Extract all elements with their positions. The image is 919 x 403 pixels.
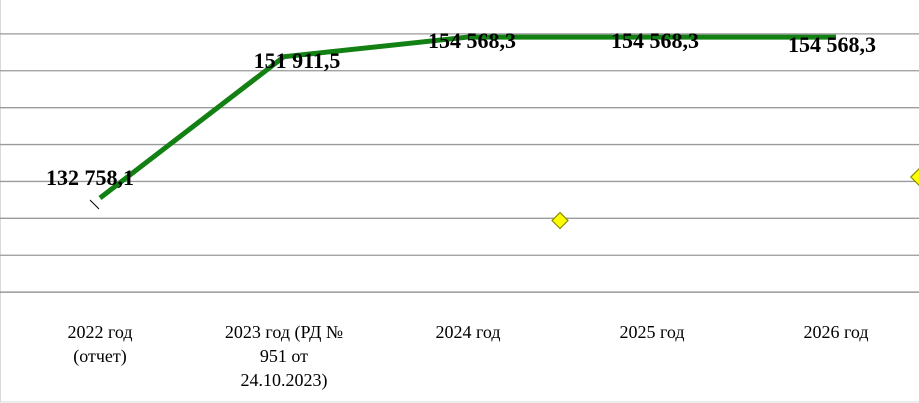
x-tick-line: 951 от — [260, 346, 308, 366]
x-tick-label: 2026 год — [803, 322, 868, 342]
x-tick-line: 2024 год — [435, 322, 500, 342]
data-label: 154 568,3 — [611, 28, 699, 53]
data-label: 132 758,1 — [46, 165, 134, 190]
marker — [551, 211, 569, 230]
x-tick-label: 2024 год — [435, 322, 500, 342]
data-label: 154 568,3 — [788, 32, 876, 57]
x-tick-line: 24.10.2023) — [241, 370, 328, 391]
data-label: 151 911,5 — [254, 48, 341, 73]
data-label: 154 568,3 — [428, 28, 516, 53]
x-tick-line: 2023 год (РД № — [225, 322, 343, 343]
marker — [909, 168, 919, 186]
x-tick-line: 2026 год — [803, 322, 868, 342]
leader-line — [89, 199, 100, 210]
x-tick-label: 2023 год (РД № 951 от 24.10.2023) — [225, 322, 343, 391]
line — [98, 34, 836, 200]
x-tick-line: (отчет) — [73, 346, 127, 367]
x-tick-line: 2022 год — [67, 322, 132, 342]
x-tick-label: 2025 год — [619, 322, 684, 342]
x-tick-line: 2025 год — [619, 322, 684, 342]
x-tick-label: 2022 год (отчет) — [67, 322, 132, 367]
